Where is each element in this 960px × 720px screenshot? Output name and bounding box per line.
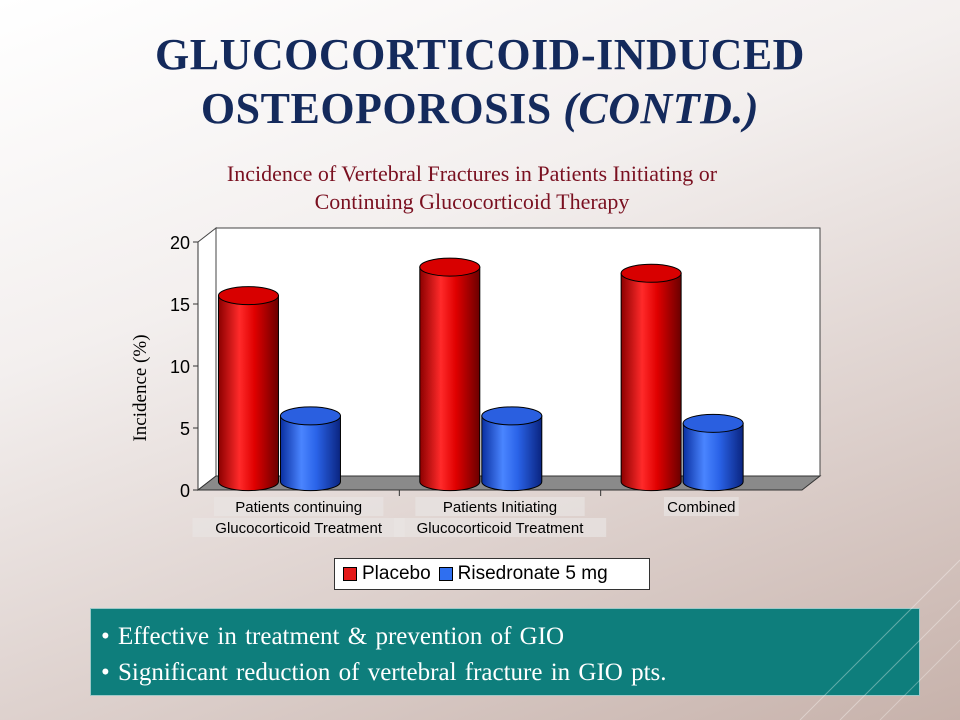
x-tick-label-0-0: Patients continuing — [235, 499, 362, 516]
bar-top-risedronate-2 — [682, 413, 744, 433]
bar-top-risedronate-1 — [481, 406, 543, 426]
x-tick-label-0-1: Glucocorticoid Treatment — [215, 520, 383, 537]
chart-side-wall — [197, 226, 217, 492]
chart-title-line-1: Incidence of Vertebral Fractures in Pati… — [226, 161, 718, 186]
legend-swatch-placebo — [343, 567, 357, 581]
bar-top-placebo-1 — [419, 257, 481, 277]
title-line-1: GLUCOCORTICOID-INDUCED — [155, 30, 805, 79]
chart-title-line-2: Continuing Glucocorticoid Therapy — [314, 189, 630, 214]
bar-placebo-2 — [620, 272, 682, 492]
y-tick-label-20: 20 — [170, 233, 190, 253]
bar-risedronate-0 — [279, 415, 341, 492]
bar-risedronate-2 — [682, 422, 744, 492]
legend-label-risedronate: Risedronate 5 mg — [457, 563, 608, 584]
chart-title: Incidence of Vertebral Fractures in Pati… — [0, 160, 944, 216]
y-tick-label-15: 15 — [170, 295, 190, 315]
y-tick-label-0: 0 — [180, 481, 190, 501]
y-tick-label-5: 5 — [180, 419, 190, 439]
x-tick-label-1-0: Patients Initiating — [443, 499, 557, 516]
legend-label-placebo: Placebo — [362, 563, 431, 584]
x-label-bg-0-0 — [213, 497, 384, 516]
bullet-1: • Effective in treatment & prevention of… — [101, 623, 565, 650]
bar-risedronate-1 — [481, 415, 543, 492]
legend-swatch-risedronate — [438, 567, 453, 581]
x-label-bg-2-0 — [663, 497, 739, 516]
title-main: OSTEOPOROSIS — [200, 84, 552, 133]
x-label-bg-1-0 — [415, 497, 585, 516]
bar-top-placebo-0 — [217, 286, 279, 306]
chart-legend: Placebo Risedronate 5 mg — [334, 558, 650, 590]
bar-placebo-0 — [217, 295, 279, 492]
bar-placebo-1 — [419, 266, 481, 492]
x-label-bg-0-1 — [192, 518, 405, 537]
y-axis-label: Incidence (%) — [130, 334, 151, 441]
legend-item-placebo: Placebo — [343, 563, 431, 585]
x-label-bg-1-1 — [393, 518, 607, 537]
bar-top-risedronate-0 — [279, 406, 341, 426]
slide-title: GLUCOCORTICOID-INDUCED OSTEOPOROSIS (CON… — [0, 28, 960, 136]
title-contd: (CONTD.) — [563, 84, 760, 133]
bar-top-placebo-2 — [620, 263, 682, 283]
y-tick-label-10: 10 — [170, 357, 190, 377]
summary-box: • Effective in treatment & prevention of… — [90, 608, 920, 696]
title-line-2: OSTEOPOROSIS (CONTD.) — [0, 82, 960, 136]
decorative-lines — [799, 559, 960, 720]
x-tick-label-1-1: Glucocorticoid Treatment — [417, 520, 585, 537]
x-tick-label-2-0: Combined — [667, 499, 735, 516]
legend-item-risedronate: Risedronate 5 mg — [438, 563, 608, 585]
bullet-2: • Significant reduction of vertebral fra… — [101, 659, 667, 686]
